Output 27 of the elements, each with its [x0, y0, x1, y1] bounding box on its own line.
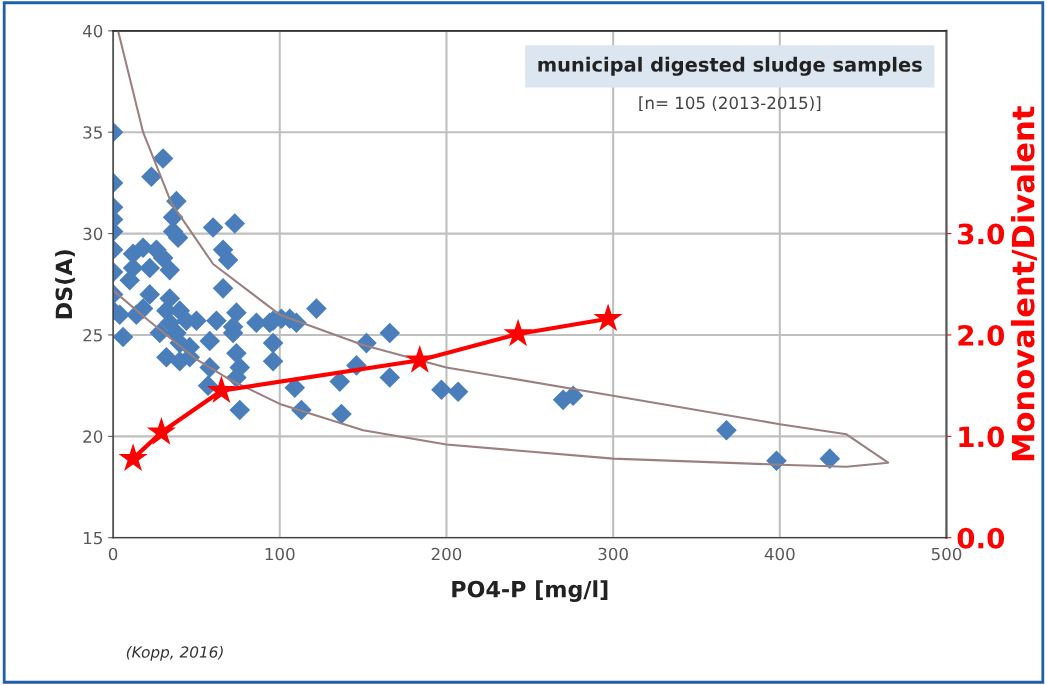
y2-tick-label: 3.0 [958, 223, 1005, 245]
x-axis-title: PO4-P [mg/l] [452, 580, 608, 602]
y-tick-label: 40 [82, 24, 103, 38]
x-tick-label: 400 [764, 547, 795, 561]
y-tick-label: 15 [83, 531, 102, 545]
y-tick-label: 30 [83, 227, 103, 241]
x-tick-label: 0 [108, 547, 118, 561]
y2-tick-label: 1.0 [959, 426, 1005, 448]
point [118, 443, 148, 472]
x-tick-label: 500 [931, 547, 962, 561]
text: (Kopp, 2016) [126, 646, 223, 661]
x-tick-label: 300 [598, 547, 628, 561]
y2-tick-label: 2.0 [958, 324, 1005, 346]
point [146, 417, 176, 445]
x-tick-label: 100 [265, 547, 295, 561]
text: municipal digested sludge samples [538, 56, 922, 76]
y2-tick-label: 0.0 [957, 527, 1005, 549]
text: [n= 105 (2013-2015)] [639, 96, 821, 112]
x-tick-label: 200 [431, 547, 462, 561]
y2-axis-title: Monovalent/Divalent [1010, 106, 1038, 461]
y-tick-label: 20 [83, 430, 103, 443]
y-axis-title: DS(A) [55, 250, 75, 319]
y-tick-label: 25 [83, 328, 102, 342]
y-tick-label: 35 [83, 126, 102, 139]
point [503, 318, 533, 347]
point [206, 375, 236, 404]
point [593, 303, 623, 332]
